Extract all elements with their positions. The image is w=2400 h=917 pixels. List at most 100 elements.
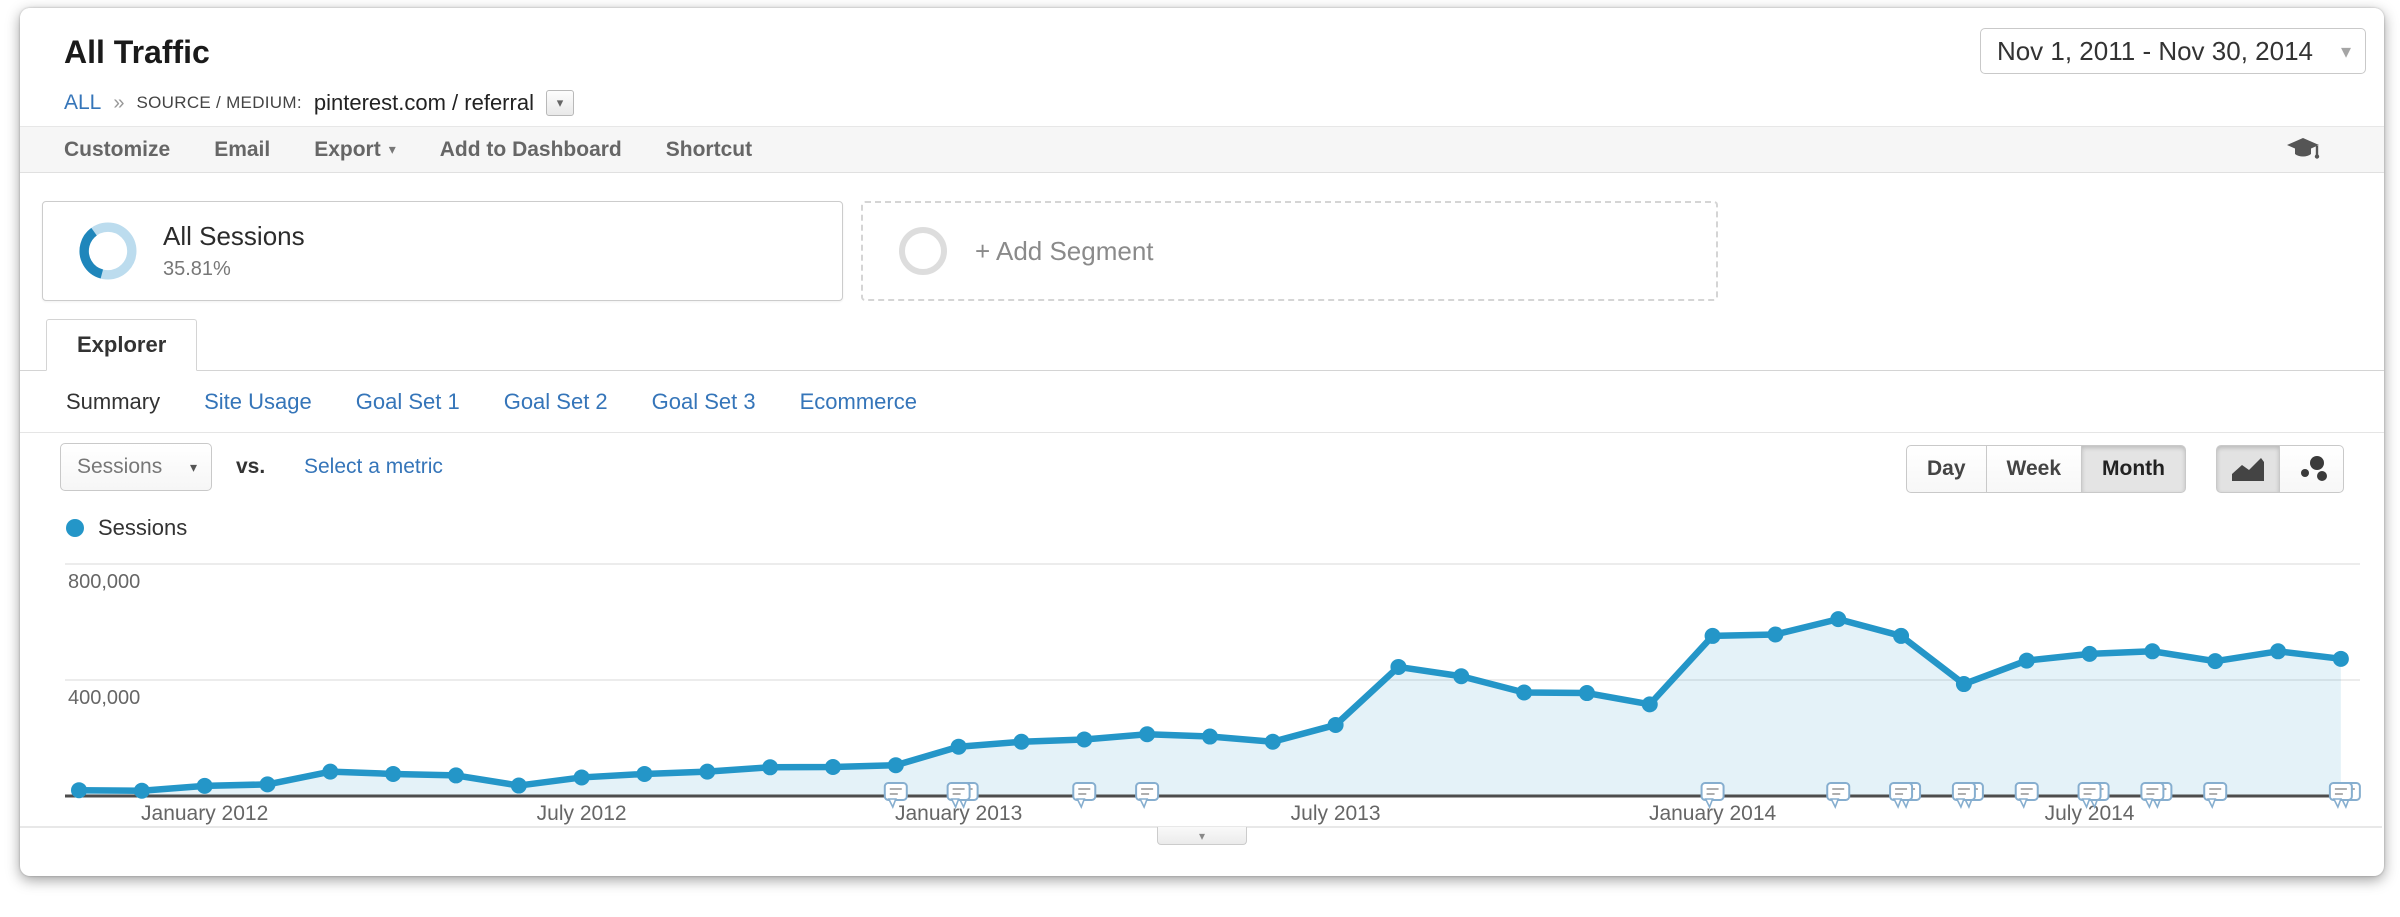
add-to-dashboard-button[interactable]: Add to Dashboard <box>439 137 622 161</box>
data-point <box>762 759 779 776</box>
data-point <box>1767 626 1784 643</box>
annotation-bubble-icon <box>1135 782 1160 801</box>
segment-all-sessions[interactable]: All Sessions 35.81% <box>42 201 843 301</box>
granularity-toggle: Day Week Month <box>1906 445 2186 493</box>
y-axis-tick-label: 400,000 <box>68 687 140 709</box>
data-point <box>2207 653 2224 670</box>
breadcrumb-all-link[interactable]: ALL <box>64 91 102 114</box>
data-point <box>1139 726 1156 743</box>
tab-explorer[interactable]: Explorer <box>46 319 198 371</box>
caret-down-icon: ▾ <box>1198 828 1206 843</box>
annotation-bubble-tail <box>2144 798 2154 809</box>
annotation-bubble-tail <box>887 798 897 809</box>
date-range-selector[interactable]: Nov 1, 2011 - Nov 30, 2014 ▾ <box>1979 28 2366 74</box>
x-axis-tick-label: July 2012 <box>537 802 627 825</box>
select-a-metric-link[interactable]: Select a metric <box>304 455 443 478</box>
x-axis-tick-label: January 2013 <box>895 802 1022 825</box>
subnav-summary[interactable]: Summary <box>66 388 161 414</box>
subnav-goal-set-2[interactable]: Goal Set 2 <box>503 388 608 414</box>
annotation-bubble-icon <box>883 782 908 801</box>
granularity-week-button[interactable]: Week <box>1986 445 2083 493</box>
data-point <box>887 757 904 774</box>
chart-legend: Sessions <box>20 511 2384 545</box>
annotation-bubble-icon <box>2014 782 2039 801</box>
annotation-bubble-tail <box>1704 798 1714 809</box>
x-axis-tick-label: January 2012 <box>141 802 268 825</box>
data-point <box>1013 733 1030 750</box>
analytics-report-panel: All Traffic ALL » SOURCE / MEDIUM: pinte… <box>20 8 2384 876</box>
sessions-line-chart[interactable]: 400,000 800,000 January 2012 July 2012 Janua… <box>20 555 2382 855</box>
data-point <box>1893 627 1910 644</box>
segment-label: All Sessions <box>163 221 305 251</box>
subnav-goal-set-3[interactable]: Goal Set 3 <box>651 388 756 414</box>
granularity-day-button[interactable]: Day <box>1906 445 1987 493</box>
series-color-dot <box>66 519 84 537</box>
caret-down-icon: ▾ <box>2340 40 2352 63</box>
annotation-bubble-icon <box>1700 782 1725 801</box>
data-point <box>1076 731 1093 748</box>
annotation-bubble-icon <box>2328 782 2353 801</box>
customize-button[interactable]: Customize <box>64 137 171 161</box>
graph-controls: Sessions ▾ vs. Select a metric Day Week … <box>20 433 2384 507</box>
data-point <box>510 777 527 794</box>
caret-down-icon: ▾ <box>556 95 564 110</box>
data-point <box>2018 652 2035 669</box>
series-legend-label: Sessions <box>98 515 188 540</box>
report-toolbar: Customize Email Export ▾ Add to Dashboar… <box>20 126 2384 173</box>
education-button[interactable] <box>2286 135 2320 170</box>
subnav-site-usage[interactable]: Site Usage <box>204 388 312 414</box>
data-point <box>573 769 590 786</box>
data-point <box>1201 728 1218 745</box>
data-point <box>259 776 276 793</box>
data-point <box>1830 611 1847 628</box>
annotation-bubble-tail <box>2018 798 2028 809</box>
breadcrumb-dimension-value: pinterest.com / referral <box>313 90 534 115</box>
data-point <box>322 763 339 780</box>
annotation-bubble-icon <box>946 782 971 801</box>
add-segment-label: + Add Segment <box>975 235 1154 266</box>
x-axis-tick-label: July 2014 <box>2045 802 2135 825</box>
metric-selector[interactable]: Sessions ▾ <box>60 443 212 491</box>
segments-section: All Sessions 35.81% + Add Segment <box>20 173 2384 319</box>
annotation-bubble-tail <box>1138 798 1149 809</box>
data-point <box>1453 668 1470 685</box>
shortcut-button[interactable]: Shortcut <box>665 137 753 161</box>
annotation-bubble-icon <box>1951 782 1976 801</box>
annotation-bubble-icon <box>2077 782 2102 801</box>
x-axis-tick-label: January 2014 <box>1649 802 1777 825</box>
annotations-expander-button[interactable]: ▾ <box>1157 827 1247 845</box>
x-axis-tick-label: July 2013 <box>1291 802 1381 825</box>
metric-selector-value: Sessions <box>77 455 163 478</box>
date-range-value: Nov 1, 2011 - Nov 30, 2014 <box>1996 35 2313 66</box>
export-label: Export <box>314 137 381 161</box>
timeseries-chart-area: 400,000 800,000 January 2012 July 2012 Janua… <box>20 555 2384 860</box>
line-chart-icon <box>2232 458 2264 481</box>
annotation-bubble-tail <box>2081 798 2091 809</box>
annotation-bubble-tail <box>950 798 960 809</box>
breadcrumb-dimension-label: SOURCE / MEDIUM: <box>136 93 302 112</box>
annotation-bubble-tail <box>1075 798 1086 809</box>
vs-label: vs. <box>236 455 266 478</box>
caret-down-icon: ▾ <box>189 458 197 475</box>
export-button[interactable]: Export ▾ <box>314 138 396 162</box>
data-point <box>824 759 841 775</box>
granularity-month-button[interactable]: Month <box>2082 445 2186 493</box>
annotation-bubble-tail <box>2206 798 2217 809</box>
breadcrumb-dropdown-button[interactable]: ▾ <box>545 90 574 116</box>
data-point <box>1578 685 1595 702</box>
data-point <box>196 777 213 794</box>
chart-type-toggle <box>2216 445 2344 493</box>
segment-donut-icon <box>79 222 137 280</box>
subnav-ecommerce[interactable]: Ecommerce <box>799 388 917 414</box>
annotation-bubble-tail <box>1829 798 1840 809</box>
motion-chart-bubbles-icon <box>2300 456 2327 481</box>
tab-strip: Explorer <box>20 319 2384 371</box>
annotation-bubble-tail <box>1955 798 1966 809</box>
motion-chart-button[interactable] <box>2280 445 2344 493</box>
add-segment-button[interactable]: + Add Segment <box>861 201 1718 301</box>
annotation-bubble-icon <box>2140 782 2165 801</box>
subnav-goal-set-1[interactable]: Goal Set 1 <box>355 388 460 414</box>
caret-down-icon: ▾ <box>388 141 396 157</box>
line-chart-button[interactable] <box>2216 445 2280 493</box>
email-button[interactable]: Email <box>214 137 271 161</box>
